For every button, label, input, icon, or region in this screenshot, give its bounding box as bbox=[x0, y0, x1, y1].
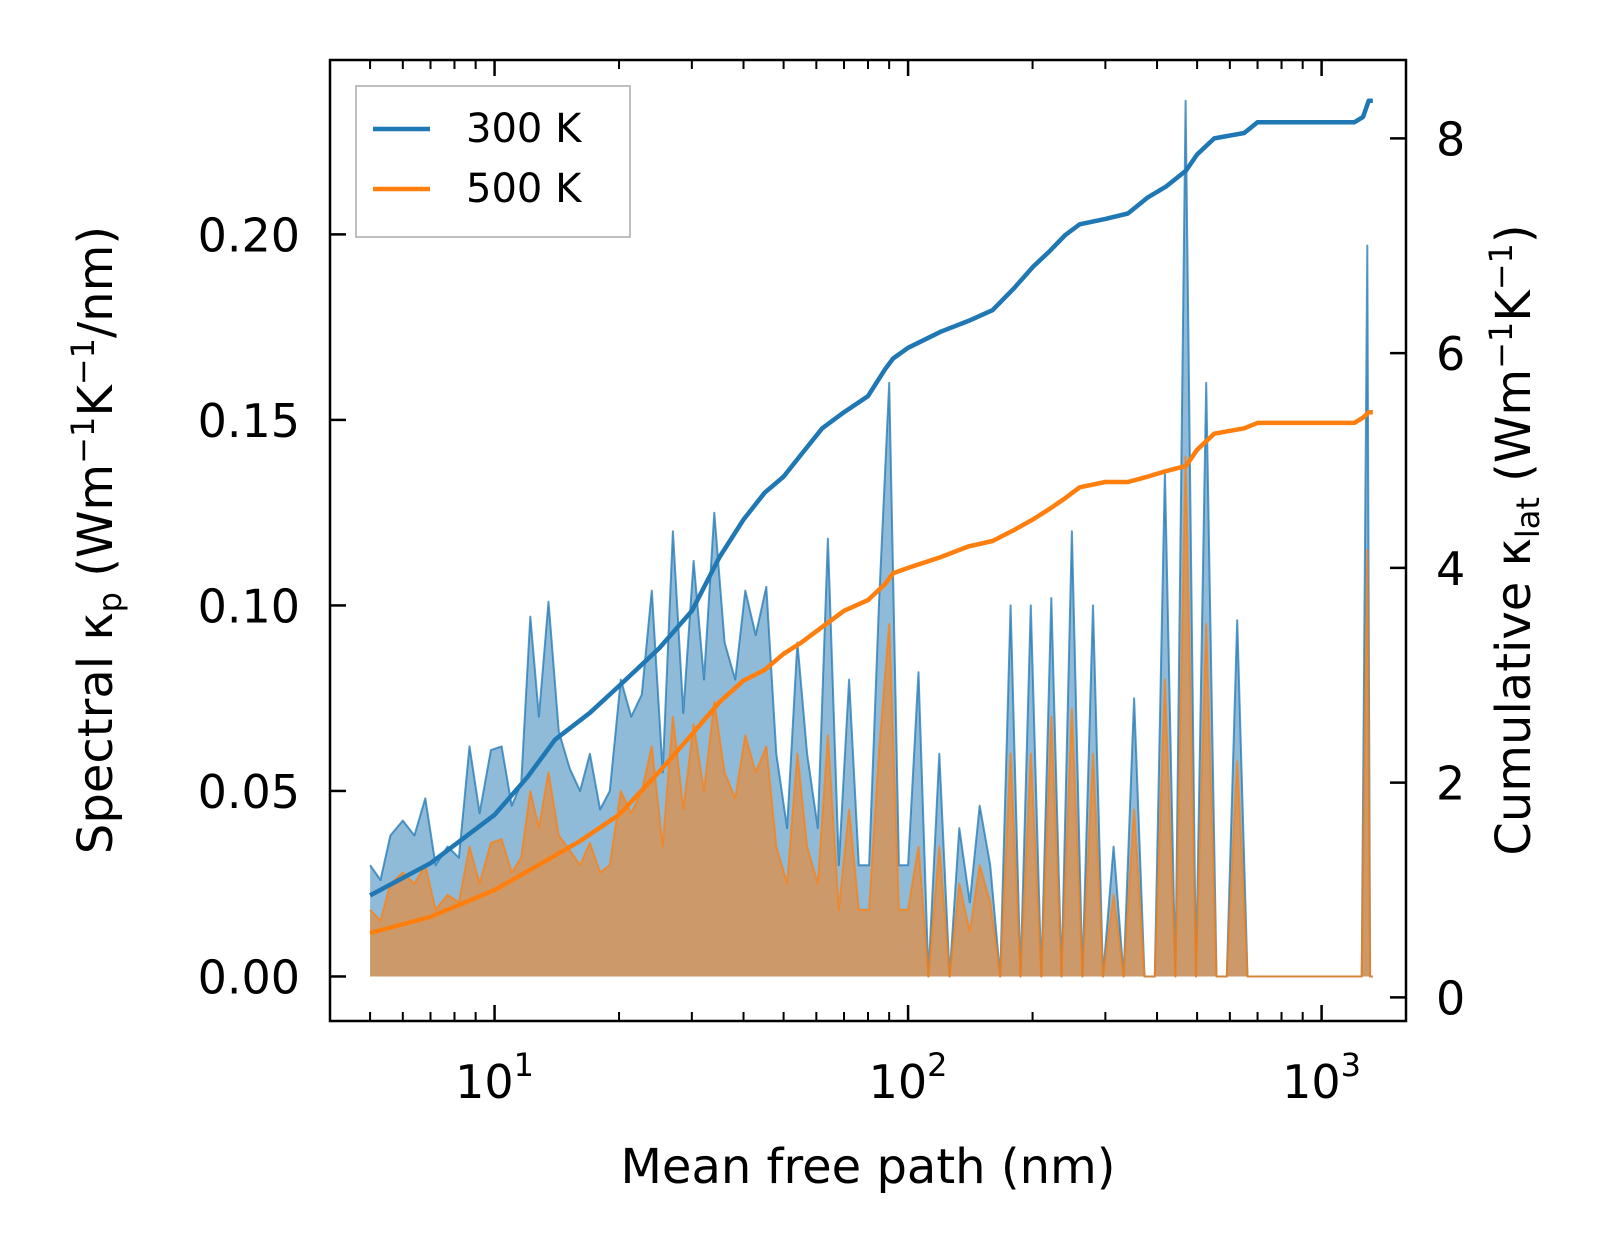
y2-tick-label: 2 bbox=[1436, 757, 1465, 811]
spectral-line-500k bbox=[369, 456, 1373, 978]
y-tick-label: 0.20 bbox=[198, 208, 300, 262]
x-axis-label: Mean free path (nm) bbox=[621, 1139, 1116, 1195]
y-tick-label: 0.15 bbox=[198, 394, 300, 448]
y2-tick-label: 4 bbox=[1436, 542, 1465, 596]
y2-axis-label: Cumulative κlat (Wm−1K−1) bbox=[1482, 224, 1547, 855]
x-tick-label: 101 bbox=[455, 1046, 534, 1109]
cumulative-layer bbox=[369, 98, 1373, 936]
axes-layer: 0.00 0.05 0.10 0.15 0.20 0 2 4 6 8 101 102 103 bbox=[198, 60, 1465, 1109]
y-label-mid: K bbox=[68, 384, 124, 417]
y2-label-mid: K bbox=[1486, 289, 1542, 322]
spectral-area-300k bbox=[370, 100, 1373, 977]
legend: 300 K 500 K bbox=[355, 85, 631, 238]
y-label-sub: p bbox=[91, 592, 129, 612]
x-tick-label: 103 bbox=[1282, 1046, 1361, 1109]
y2-tick-label: 8 bbox=[1436, 112, 1465, 166]
legend-label-500k: 500 K bbox=[466, 166, 583, 212]
y-label-sup2: −1 bbox=[64, 338, 102, 385]
y-axis-label: Spectral κp (Wm−1K−1/nm) bbox=[64, 226, 129, 854]
y-tick-label: 0.10 bbox=[198, 579, 300, 633]
y2-tick-label: 0 bbox=[1436, 971, 1465, 1025]
cumulative-line-500k bbox=[369, 409, 1373, 936]
legend-label-300k: 300 K bbox=[466, 106, 583, 152]
y2-label-end: ) bbox=[1486, 224, 1542, 243]
y-label-post: (Wm bbox=[68, 464, 124, 592]
y-tick-label: 0.00 bbox=[198, 950, 300, 1004]
y2-label-sup1: −1 bbox=[1482, 322, 1520, 369]
legend-box bbox=[355, 85, 631, 238]
y2-label-pre: Cumulative κ bbox=[1486, 538, 1542, 856]
y2-label-sup2: −1 bbox=[1482, 243, 1520, 290]
y2-tick-label: 6 bbox=[1436, 327, 1465, 381]
y-label-sup1: −1 bbox=[64, 417, 102, 464]
y2-label-post: (Wm bbox=[1486, 369, 1542, 497]
spectral-area-500k bbox=[370, 457, 1373, 977]
spectral-layer bbox=[369, 99, 1373, 978]
y-label-end: /nm) bbox=[68, 226, 124, 338]
cumulative-line-300k bbox=[369, 98, 1373, 898]
x-tick-label: 102 bbox=[869, 1046, 948, 1109]
y-tick-label: 0.05 bbox=[198, 765, 300, 819]
y2-label-sub: lat bbox=[1509, 497, 1547, 538]
spectral-line-300k bbox=[369, 99, 1373, 978]
y-label-pre: Spectral κ bbox=[68, 612, 124, 854]
